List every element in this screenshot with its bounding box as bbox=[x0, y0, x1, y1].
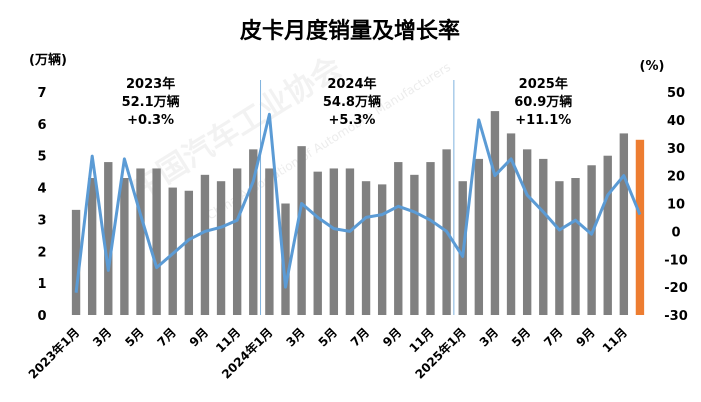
x-tick-5: 5月 bbox=[122, 325, 146, 349]
growth-line bbox=[74, 112, 642, 293]
bar-30 bbox=[539, 158, 548, 315]
bar-19 bbox=[361, 181, 371, 315]
y-right-tick-50: 50 bbox=[667, 86, 685, 101]
bar-15 bbox=[297, 146, 306, 315]
bar-21 bbox=[394, 162, 403, 315]
bar-33 bbox=[587, 165, 596, 315]
bar-12 bbox=[249, 149, 258, 315]
chart-title: 皮卡月度销量及增长率 bbox=[240, 18, 460, 44]
bar-7 bbox=[168, 187, 177, 315]
bar-6 bbox=[152, 168, 161, 315]
bar-14 bbox=[281, 203, 290, 315]
bar-1 bbox=[71, 209, 81, 315]
y-right-unit: (%) bbox=[640, 59, 665, 74]
period-volume-3: 60.9万辆 bbox=[514, 94, 572, 110]
bar-29 bbox=[522, 149, 532, 315]
period-year-2: 2024年 bbox=[327, 76, 376, 92]
bar-35 bbox=[619, 133, 629, 315]
bar-20 bbox=[377, 184, 387, 315]
bar-11 bbox=[232, 168, 242, 315]
period-growth-1: +0.3% bbox=[127, 113, 174, 128]
y-left-tick-4: 4 bbox=[37, 182, 46, 197]
bar-23 bbox=[426, 162, 435, 315]
y-right-tick--30: -30 bbox=[664, 309, 688, 324]
x-tick-3: 3月 bbox=[90, 325, 114, 349]
bar-32 bbox=[571, 178, 580, 315]
x-tick-9: 9月 bbox=[187, 325, 211, 349]
bar-10 bbox=[216, 181, 226, 315]
x-tick-27: 3月 bbox=[477, 325, 501, 349]
bar-series bbox=[71, 111, 645, 315]
x-tick-7: 7月 bbox=[155, 325, 179, 349]
y-left-tick-0: 0 bbox=[37, 309, 46, 324]
y-left-tick-2: 2 bbox=[37, 245, 46, 260]
bar-13 bbox=[265, 168, 274, 315]
bar-4 bbox=[120, 178, 129, 315]
period-year-1: 2023年 bbox=[126, 76, 175, 92]
bar-28 bbox=[506, 133, 516, 315]
y-right-tick-20: 20 bbox=[667, 170, 685, 185]
x-tick-17: 5月 bbox=[316, 325, 340, 349]
period-year-3: 2025年 bbox=[519, 76, 568, 92]
y-left-tick-5: 5 bbox=[37, 150, 46, 165]
bar-31 bbox=[555, 181, 564, 315]
bar-5 bbox=[136, 168, 145, 315]
x-tick-19: 7月 bbox=[348, 325, 372, 349]
x-tick-33: 9月 bbox=[573, 325, 597, 349]
bar-16 bbox=[313, 171, 322, 315]
period-volume-2: 54.8万辆 bbox=[323, 94, 381, 110]
y-left-tick-6: 6 bbox=[37, 118, 46, 133]
y-right-tick-0: 0 bbox=[671, 225, 680, 240]
y-right-tick--10: -10 bbox=[664, 253, 688, 268]
x-tick-29: 5月 bbox=[509, 325, 533, 349]
y-right-tick-40: 40 bbox=[667, 114, 685, 129]
bar-9 bbox=[200, 174, 210, 315]
period-volume-1: 52.1万辆 bbox=[122, 94, 180, 110]
y-left-tick-3: 3 bbox=[37, 213, 46, 228]
period-annotation-3: 2025年 60.9万辆 +11.1% bbox=[514, 76, 572, 128]
x-tick-35: 11月 bbox=[600, 325, 630, 355]
bar-26 bbox=[474, 158, 484, 315]
y-axis-left: 0 1 2 3 4 5 6 7 bbox=[37, 86, 46, 324]
period-growth-3: +11.1% bbox=[515, 113, 571, 128]
plot-area bbox=[260, 80, 455, 315]
y-right-tick-10: 10 bbox=[667, 198, 685, 213]
x-tick-15: 3月 bbox=[283, 325, 307, 349]
bar-3 bbox=[104, 162, 113, 315]
bar-18 bbox=[345, 168, 355, 315]
bar-17 bbox=[329, 168, 339, 315]
y-left-tick-1: 1 bbox=[37, 277, 46, 292]
bar-27 bbox=[490, 111, 500, 315]
bar-34 bbox=[603, 155, 612, 315]
y-left-unit: (万辆) bbox=[29, 52, 67, 68]
x-tick-1: 2023年1月 bbox=[25, 325, 82, 382]
bar-22 bbox=[410, 174, 419, 315]
bar-2 bbox=[87, 178, 97, 315]
period-annotation-1: 2023年 52.1万辆 +0.3% bbox=[122, 76, 180, 128]
x-tick-31: 7月 bbox=[541, 325, 565, 349]
period-annotation-2: 2024年 54.8万辆 +5.3% bbox=[323, 76, 381, 128]
bar-8 bbox=[184, 190, 194, 315]
growth-line-series bbox=[74, 112, 642, 293]
y-right-tick-30: 30 bbox=[667, 142, 685, 157]
period-growth-2: +5.3% bbox=[328, 113, 375, 128]
y-axis-right: -30 -20 -10 0 10 20 30 40 50 bbox=[664, 86, 688, 324]
bar-36 bbox=[635, 139, 645, 315]
y-left-tick-7: 7 bbox=[37, 86, 46, 101]
period-annotations: 2023年 52.1万辆 +0.3% 2024年 54.8万辆 +5.3% 2025年 60.… bbox=[122, 76, 573, 128]
x-tick-21: 9月 bbox=[380, 325, 404, 349]
y-right-tick--20: -20 bbox=[664, 281, 688, 296]
